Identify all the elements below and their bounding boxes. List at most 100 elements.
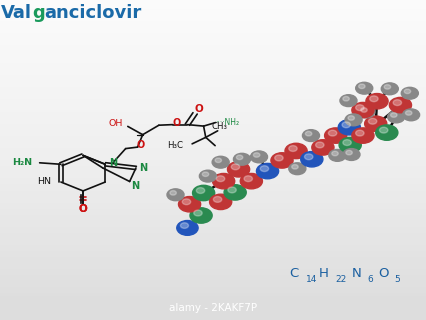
Circle shape: [301, 152, 323, 167]
Circle shape: [380, 127, 388, 133]
Circle shape: [289, 163, 306, 175]
Circle shape: [202, 172, 209, 176]
Text: O: O: [378, 267, 389, 280]
Circle shape: [325, 128, 347, 143]
Circle shape: [253, 153, 260, 157]
Circle shape: [403, 109, 420, 121]
Circle shape: [329, 149, 346, 161]
Text: HN: HN: [37, 177, 52, 186]
Text: H₂N: H₂N: [12, 158, 32, 167]
Circle shape: [212, 156, 229, 168]
Circle shape: [343, 148, 360, 160]
Circle shape: [213, 196, 222, 202]
Circle shape: [352, 102, 374, 118]
Circle shape: [356, 82, 373, 94]
Circle shape: [343, 97, 349, 101]
Circle shape: [292, 164, 298, 169]
Text: 14: 14: [306, 275, 317, 284]
Circle shape: [194, 210, 202, 216]
Circle shape: [368, 118, 377, 124]
Circle shape: [332, 151, 338, 156]
Circle shape: [376, 125, 398, 140]
Circle shape: [224, 185, 246, 200]
Circle shape: [302, 130, 320, 141]
Circle shape: [404, 89, 411, 93]
Text: alamy - 2KAKF7P: alamy - 2KAKF7P: [169, 303, 257, 313]
Circle shape: [250, 151, 268, 163]
Text: Val: Val: [1, 4, 32, 22]
Circle shape: [352, 128, 374, 143]
Circle shape: [181, 223, 188, 228]
Circle shape: [170, 191, 176, 195]
Text: OH: OH: [108, 119, 123, 128]
Circle shape: [256, 164, 279, 179]
Circle shape: [356, 130, 364, 136]
Circle shape: [285, 143, 307, 159]
Circle shape: [343, 140, 351, 146]
Circle shape: [381, 83, 398, 95]
Circle shape: [345, 114, 362, 126]
Text: O: O: [172, 117, 181, 128]
Text: anciclovir: anciclovir: [44, 4, 141, 22]
Circle shape: [236, 155, 243, 160]
Circle shape: [340, 95, 357, 107]
Circle shape: [210, 194, 232, 210]
Circle shape: [213, 173, 235, 189]
Circle shape: [228, 187, 236, 193]
Text: H₃C: H₃C: [167, 140, 183, 149]
Text: ····NH₂: ····NH₂: [215, 118, 239, 127]
Circle shape: [178, 196, 201, 212]
Text: O: O: [79, 204, 87, 214]
Circle shape: [305, 154, 313, 160]
Circle shape: [370, 96, 378, 102]
Circle shape: [196, 188, 205, 194]
Circle shape: [388, 111, 405, 123]
Circle shape: [190, 208, 212, 223]
Circle shape: [356, 105, 364, 111]
Circle shape: [361, 108, 367, 112]
Circle shape: [359, 84, 365, 89]
Text: O: O: [79, 204, 87, 214]
Circle shape: [216, 176, 225, 182]
Text: 5: 5: [394, 275, 400, 284]
Circle shape: [231, 164, 240, 170]
Circle shape: [339, 137, 361, 153]
Circle shape: [338, 120, 360, 135]
Circle shape: [240, 173, 262, 189]
Circle shape: [391, 113, 397, 117]
Text: O: O: [136, 140, 145, 150]
Circle shape: [406, 111, 412, 115]
Circle shape: [244, 176, 253, 182]
Text: C: C: [290, 267, 299, 280]
Circle shape: [342, 122, 351, 128]
Circle shape: [316, 142, 324, 148]
Circle shape: [233, 153, 250, 165]
Text: N: N: [109, 158, 117, 168]
Circle shape: [182, 199, 191, 205]
Circle shape: [389, 97, 412, 113]
Circle shape: [193, 185, 215, 201]
Text: 6: 6: [367, 275, 373, 284]
Text: N: N: [131, 181, 139, 191]
Circle shape: [275, 155, 283, 161]
Circle shape: [289, 146, 297, 151]
Circle shape: [328, 130, 337, 136]
Circle shape: [401, 87, 418, 99]
Circle shape: [384, 85, 391, 89]
Circle shape: [366, 93, 388, 109]
Circle shape: [393, 100, 402, 106]
Circle shape: [271, 153, 293, 168]
Text: N: N: [140, 163, 148, 173]
Text: O: O: [195, 104, 204, 114]
Circle shape: [365, 116, 387, 132]
Text: g: g: [32, 4, 45, 22]
Text: N: N: [351, 267, 361, 280]
Circle shape: [346, 150, 352, 155]
Circle shape: [199, 170, 216, 182]
Text: 22: 22: [336, 275, 347, 284]
Circle shape: [358, 106, 375, 118]
Text: CH₃: CH₃: [211, 122, 227, 131]
Circle shape: [215, 158, 222, 163]
Circle shape: [227, 162, 250, 177]
Circle shape: [312, 140, 334, 155]
